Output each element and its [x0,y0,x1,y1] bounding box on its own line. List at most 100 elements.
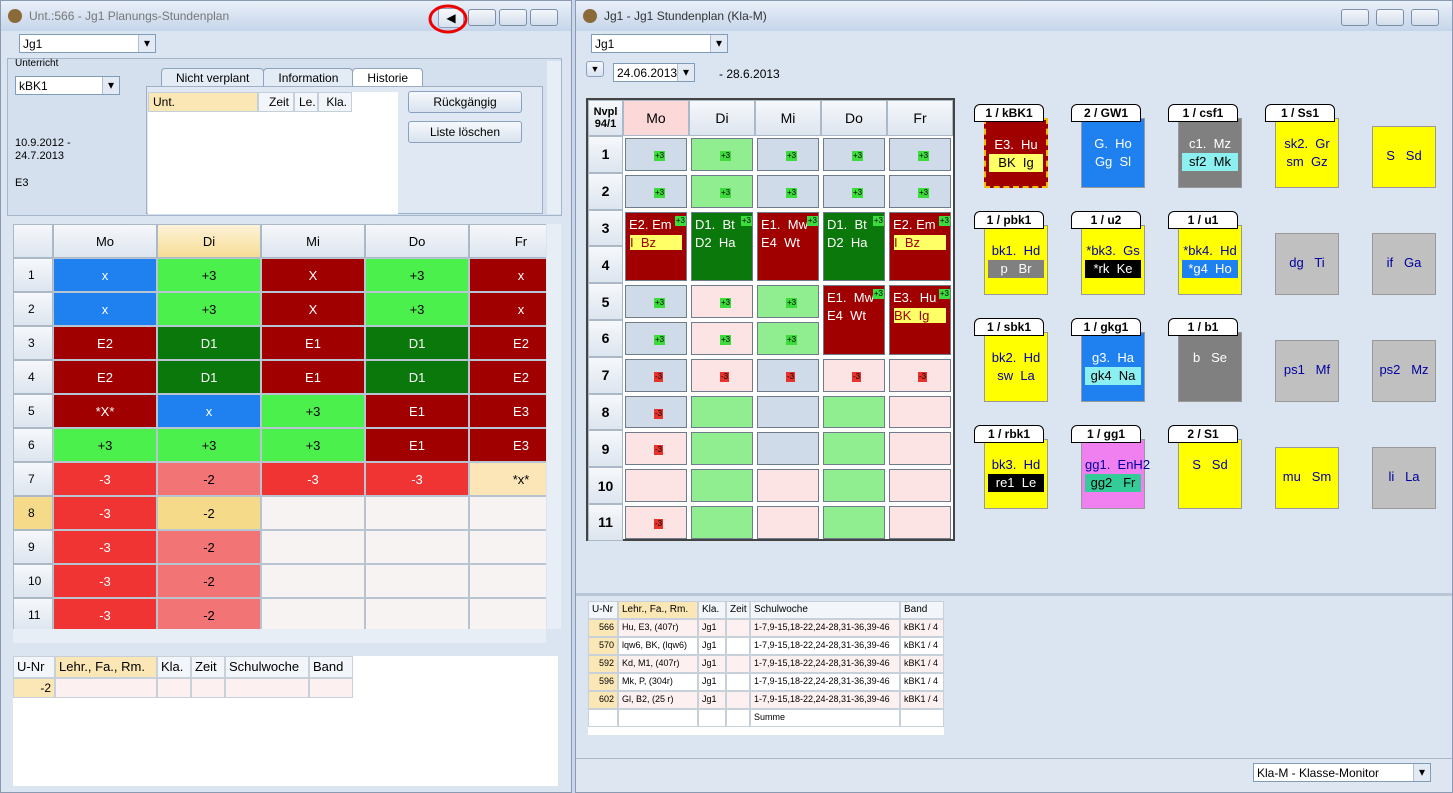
lesson-block[interactable]: D1. Bt D2 Ha +3 [691,211,753,282]
unterricht-combo[interactable]: kBK1 [15,76,120,95]
lesson-cell[interactable]: +3 [823,174,885,208]
lesson-cell[interactable]: -3 [625,506,687,539]
card[interactable]: *bk3. Gs *rk Ke [1081,225,1145,295]
card-slot: S Sd 2 / S1 [1160,425,1257,532]
card[interactable]: G. Ho Gg Sl [1081,118,1145,188]
lesson-cell[interactable]: -3 [889,358,951,392]
tab[interactable]: Nicht verplant [161,68,265,87]
card[interactable]: *bk4. Hd *g4 Ho [1178,225,1242,295]
lesson-cell[interactable]: +3 [691,285,753,318]
lesson-cell[interactable]: -3 [625,395,687,429]
minimize-button[interactable] [1341,9,1369,26]
lesson-cell[interactable] [889,506,951,539]
scrollbar[interactable] [547,61,561,214]
lesson-cell: -2 [157,564,261,598]
view-combo[interactable]: Kla-M - Klasse-Monitor [1253,763,1431,782]
lesson-cell[interactable]: -3 [625,358,687,392]
lesson-cell[interactable] [823,432,885,466]
lesson-cell[interactable] [823,395,885,429]
lesson-cell[interactable] [757,432,819,466]
minimize-button[interactable] [468,9,496,26]
card[interactable]: sk2. Gr sm Gz [1275,118,1339,188]
lesson-cell[interactable]: +3 [757,322,819,355]
lesson-cell [365,530,469,564]
cell-text: +3 [409,267,425,283]
lesson-cell[interactable] [889,469,951,502]
lesson-cell[interactable] [757,506,819,539]
close-button[interactable] [1411,9,1439,26]
lesson-block[interactable]: E1. Mw E4 Wt +3 [757,211,819,282]
lesson-cell: X [261,258,365,292]
card[interactable]: b Se [1178,332,1242,402]
lesson-cell[interactable]: +3 [757,285,819,318]
card[interactable]: if Ga [1372,233,1436,295]
lesson-cell[interactable]: +3 [625,285,687,318]
button[interactable]: Liste löschen [408,121,522,143]
lesson-cell[interactable]: +3 [823,138,885,171]
lesson-cell: *x* [469,462,546,496]
card[interactable]: ps2 Mz [1372,340,1436,402]
lesson-cell[interactable] [691,469,753,502]
date-from-combo[interactable]: 24.06.2013 [613,63,695,82]
tab[interactable]: Historie [352,68,424,87]
lesson-block[interactable]: D1. Bt D2 Ha +3 [823,211,885,282]
collapse-button[interactable]: ◀ [438,8,464,28]
lesson-cell[interactable]: +3 [625,174,687,208]
maximize-button[interactable] [499,9,527,26]
button[interactable]: Rückgängig [408,91,522,113]
card[interactable]: c1. Mz sf2 Mk [1178,118,1242,188]
lesson-cell[interactable] [691,506,753,539]
lesson-cell[interactable]: +3 [757,174,819,208]
card[interactable]: S Sd [1372,126,1436,188]
lesson-cell[interactable]: +3 [889,174,951,208]
lesson-cell[interactable]: -3 [823,358,885,392]
card[interactable]: g3. Ha gk4 Na [1081,332,1145,402]
lesson-cell[interactable]: +3 [691,322,753,355]
lesson-block[interactable]: E1. Mw E4 Wt +3 [823,285,885,355]
maximize-button[interactable] [1376,9,1404,26]
lesson-cell[interactable]: -3 [691,358,753,392]
lesson-cell[interactable] [625,469,687,502]
lesson-cell[interactable]: -3 [625,432,687,466]
card[interactable]: S Sd [1178,439,1242,509]
lesson-cell[interactable]: -3 [757,358,819,392]
lesson-cell[interactable]: +3 [625,322,687,355]
lesson-cell[interactable] [757,395,819,429]
tab[interactable]: Information [263,68,354,87]
card-slot: gg1. EnH2 gg2 Fr 1 / gg1 [1063,425,1160,532]
lesson-cell[interactable] [691,432,753,466]
class-combo[interactable]: Jg1 [19,34,156,53]
lesson-block[interactable]: E2. Em I Bz +3 [889,211,951,282]
card[interactable]: dg Ti [1275,233,1339,295]
card-slot: *bk3. Gs *rk Ke 1 / u2 [1063,211,1160,318]
unterricht-label: Unterricht [15,58,59,69]
card[interactable]: bk1. Hd p Br [984,225,1048,295]
table-cell: Jg1 [698,619,726,637]
lesson-cell[interactable]: +3 [625,138,687,171]
lesson-cell[interactable] [823,506,885,539]
lesson-cell[interactable]: +3 [691,138,753,171]
lesson-cell[interactable] [889,432,951,466]
card[interactable]: ps1 Mf [1275,340,1339,402]
card[interactable]: li La [1372,447,1436,509]
lesson-block[interactable]: E3. Hu BK Ig +3 [889,285,951,355]
scrollbar[interactable] [547,224,561,629]
card[interactable]: bk3. Hd re1 Le [984,439,1048,509]
lesson-cell[interactable] [823,469,885,502]
lesson-block[interactable]: E2. Em I Bz +3 [625,211,687,282]
lesson-cell[interactable]: +3 [691,174,753,208]
class-combo[interactable]: Jg1 [591,34,728,53]
close-button[interactable] [530,9,558,26]
card[interactable]: mu Sm [1275,447,1339,509]
cell-text: x [101,301,109,317]
card[interactable]: gg1. EnH2 gg2 Fr [1081,439,1150,509]
lesson-cell[interactable]: +3 [757,138,819,171]
card[interactable]: E3. Hu BK Ig [984,118,1048,188]
scrollbar[interactable] [13,629,546,643]
lesson-cell[interactable] [757,469,819,502]
lesson-cell[interactable] [691,395,753,429]
lesson-cell[interactable]: +3 [889,138,951,171]
dropdown-button[interactable]: ▼ [586,61,604,77]
card[interactable]: bk2. Hd sw La [984,332,1048,402]
lesson-cell[interactable] [889,395,951,429]
